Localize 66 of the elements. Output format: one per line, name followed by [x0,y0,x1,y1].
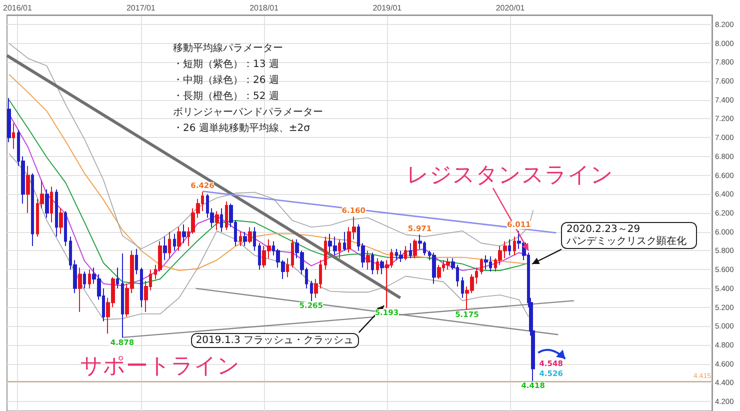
annotation: ・短期（紫色）：13 週 [173,59,279,70]
x-tick-label: 2018/01 [250,4,280,12]
candlestick [64,210,67,246]
x-tick-label: 2020/01 [496,4,526,12]
annotation: 2019.1.3 フラッシュ・クラッシュ [190,332,359,348]
candlestick [371,252,374,275]
candlestick [182,224,186,244]
candlestick [168,231,171,259]
candlestick [31,172,34,246]
candlestick [225,201,228,230]
candlestick [258,242,261,270]
candlestick [484,254,488,270]
candlestick [253,226,256,252]
annotation: ・長期（橙色）：52 週 [173,91,279,102]
candlestick [88,269,91,289]
candlestick [513,236,516,256]
annotation: 2020.2.23～29 パンデミックリスク顕在化 [561,222,698,250]
candlestick [366,250,370,270]
candlestick [376,258,379,275]
candlestick [163,236,167,261]
x-tick-label: 2017/01 [126,4,156,12]
candlestick [55,188,58,238]
candlestick [78,267,82,312]
candlestick [380,260,384,275]
candlestick [121,253,124,338]
x-tick-label: 2019/01 [372,4,402,12]
candlestick [432,252,436,284]
candlestick [59,208,63,234]
candlestick [135,248,138,275]
candlestick [248,226,252,244]
candlestick [324,236,327,270]
candlestick [83,270,86,289]
candlestick [399,250,403,263]
candlestick [291,238,294,268]
candlestick [220,208,223,232]
candlestick [12,122,15,150]
candlestick [140,267,143,308]
candlestick [173,233,176,252]
candlestick [404,246,407,261]
candlestick [446,258,450,270]
candlestick [413,238,417,259]
candlestick [437,264,441,280]
annotation: 移動平均線パラメーター [173,43,283,54]
candlestick [409,242,412,259]
annotation: サポートライン [80,354,240,380]
candlestick [343,231,346,252]
candlestick [177,226,181,252]
candlestick [338,238,341,259]
annotation: ・中期（緑色）：26 週 [173,75,279,86]
candlestick [116,267,119,289]
candlestick [508,238,511,256]
candlestick [239,231,242,246]
candlestick [243,231,247,246]
candlestick [50,186,53,223]
candlestick [7,97,11,143]
annotation: レジスタンスライン [406,162,614,188]
candlestick [45,188,49,218]
candlestick [461,276,464,298]
x-tick-label: 2016/01 [3,4,32,12]
candlestick [310,280,313,302]
candlestick [286,258,289,278]
annotation: ボリンジャーバンドパラメーター [173,107,323,118]
annotation: ・26 週単純移動平均線、±2σ [173,123,310,134]
candlestick [480,258,483,275]
candlestick [26,165,30,214]
candlestick [215,210,219,230]
